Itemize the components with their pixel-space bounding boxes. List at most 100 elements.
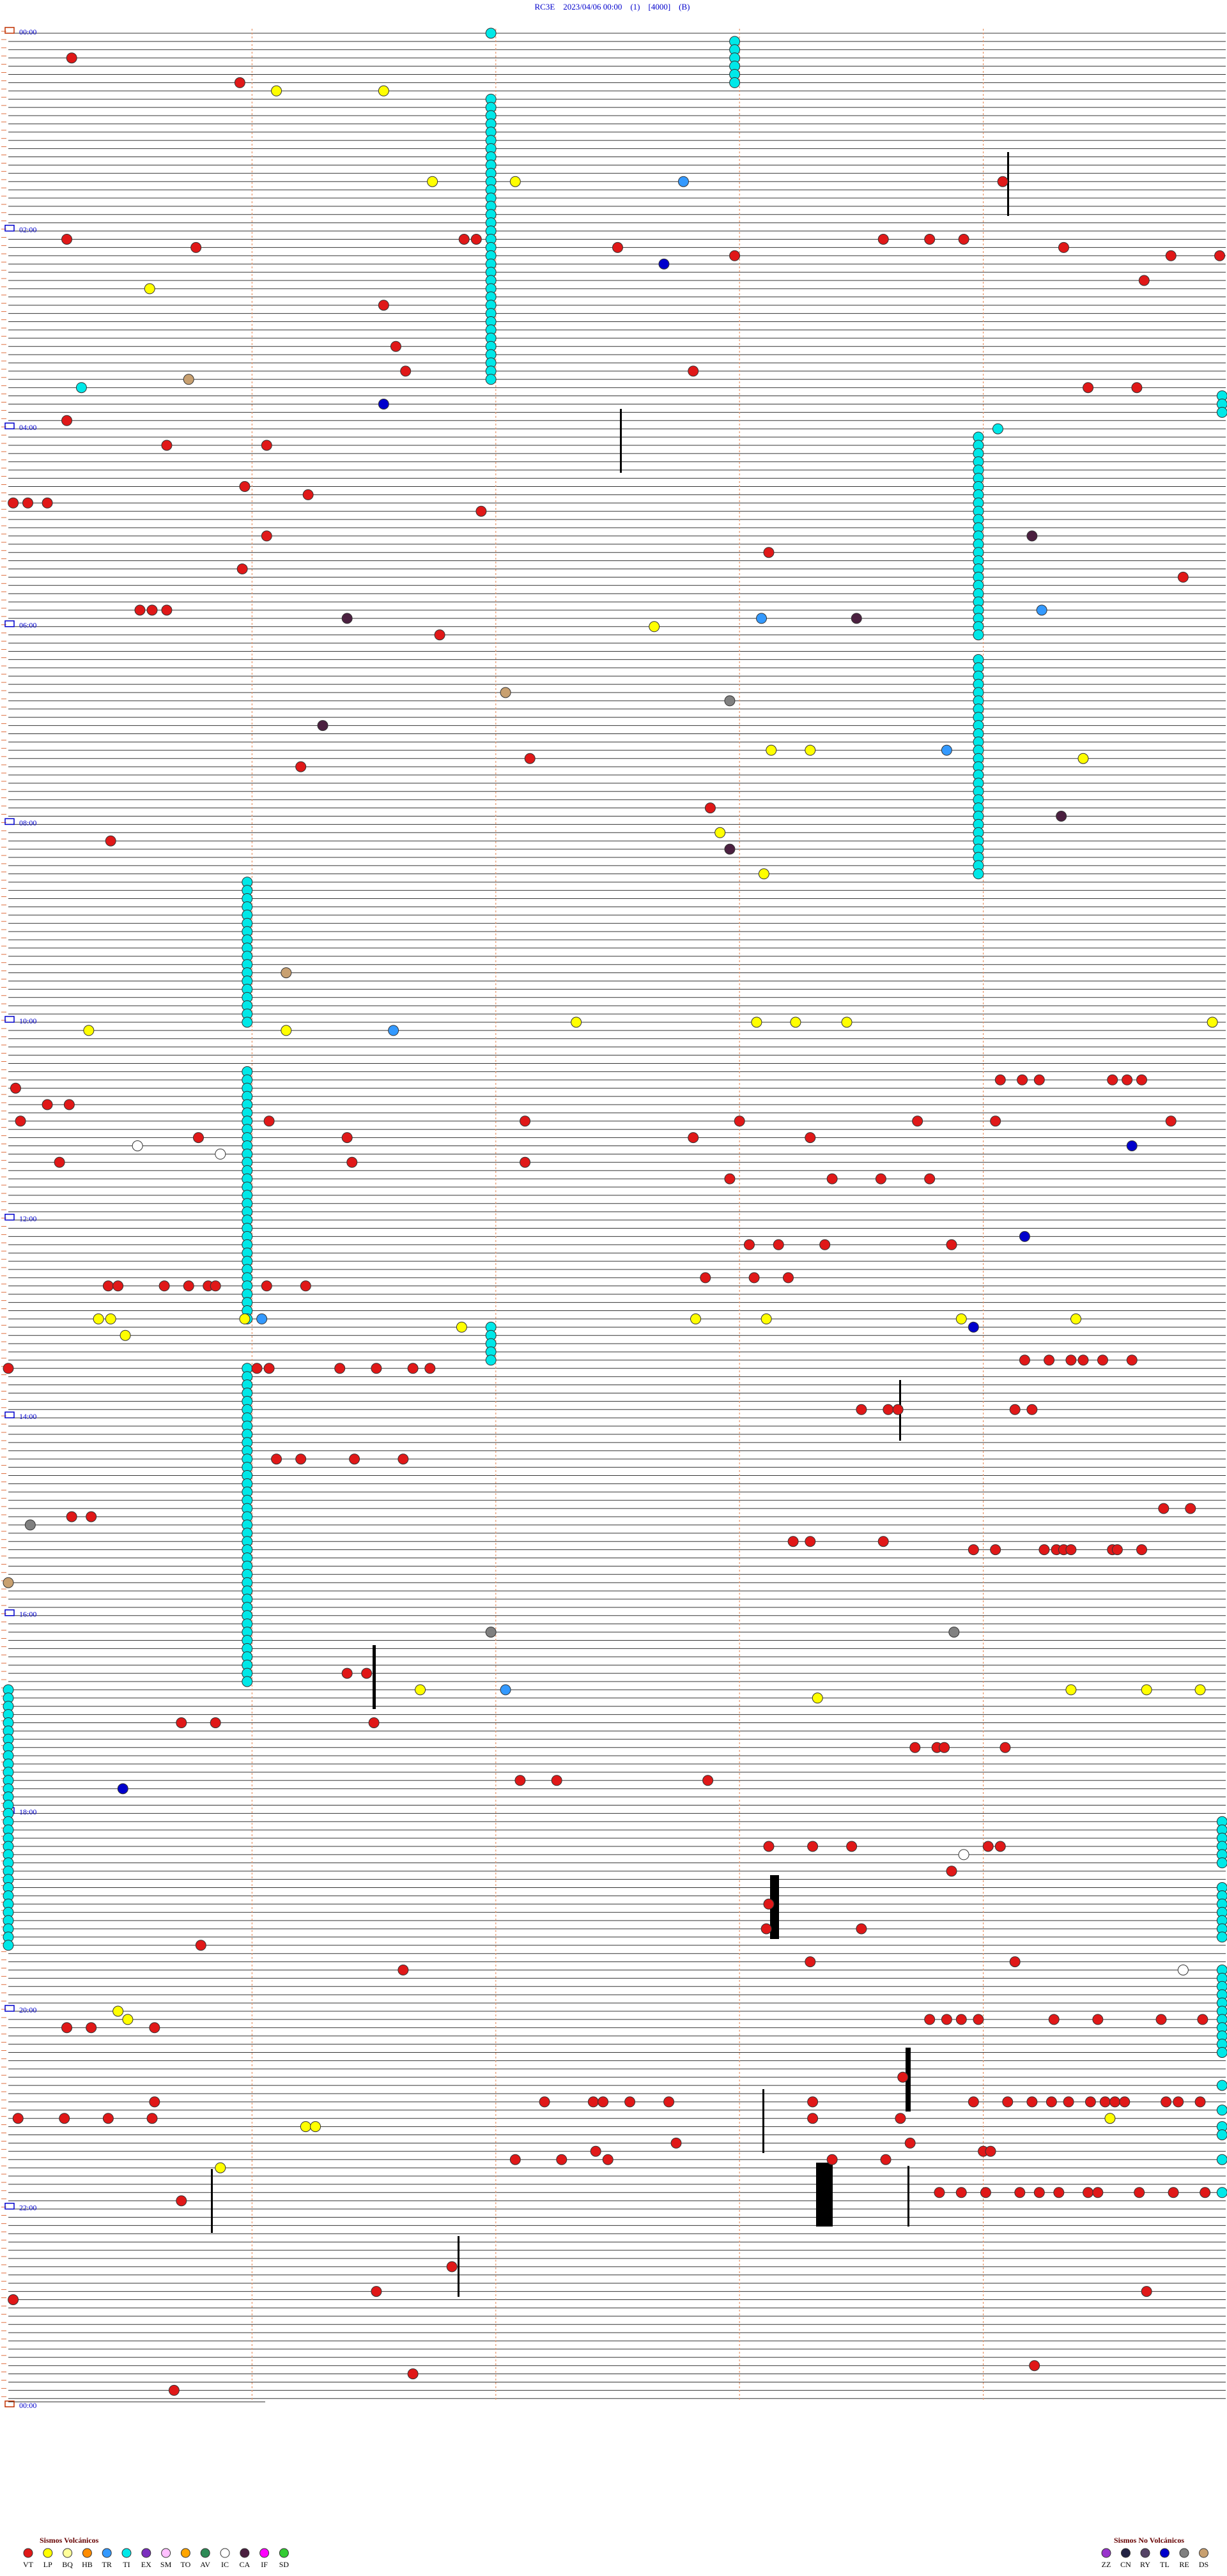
event-marker xyxy=(1136,1544,1148,1556)
event-marker xyxy=(700,1272,711,1284)
legend-code: EX xyxy=(141,2560,151,2569)
event-marker xyxy=(86,1511,97,1522)
event-marker xyxy=(819,1239,831,1250)
legend-swatch xyxy=(1179,2548,1189,2558)
event-marker xyxy=(341,1132,353,1144)
event-marker xyxy=(1029,2360,1040,2372)
event-marker xyxy=(598,2096,609,2108)
event-marker xyxy=(763,547,775,558)
event-marker xyxy=(1126,1354,1138,1366)
event-marker xyxy=(470,234,482,245)
event-marker xyxy=(904,2137,916,2149)
event-marker xyxy=(485,27,497,39)
event-marker xyxy=(1161,2096,1172,2108)
event-marker xyxy=(317,720,328,732)
event-marker xyxy=(1056,811,1067,822)
event-marker xyxy=(602,2154,614,2165)
event-marker xyxy=(310,2121,321,2133)
event-marker xyxy=(1065,1354,1077,1366)
event-marker xyxy=(1097,1354,1108,1366)
event-marker xyxy=(556,2154,567,2165)
time-label: 00:00 xyxy=(19,2401,36,2410)
event-marker xyxy=(912,1116,923,1127)
event-marker xyxy=(734,1116,745,1127)
event-marker xyxy=(195,1940,206,1951)
event-marker xyxy=(61,415,73,426)
event-marker xyxy=(690,1313,702,1324)
event-marker xyxy=(612,241,623,253)
event-marker xyxy=(1111,1544,1123,1556)
legend-code: RY xyxy=(1140,2560,1150,2569)
event-marker xyxy=(397,1965,409,1975)
event-marker xyxy=(8,497,19,509)
event-marker xyxy=(924,1173,936,1184)
event-marker xyxy=(146,604,158,616)
legend-swatch xyxy=(121,2548,132,2558)
event-marker xyxy=(924,234,936,245)
event-marker xyxy=(1092,2187,1104,2198)
legend-swatch xyxy=(141,2548,151,2558)
event-marker xyxy=(102,1280,114,1292)
legend-code: VT xyxy=(23,2560,34,2569)
time-label: 02:00 xyxy=(19,225,36,234)
event-marker xyxy=(234,77,245,88)
event-marker xyxy=(1026,2096,1038,2108)
event-marker xyxy=(807,1841,819,1852)
event-marker xyxy=(102,2113,114,2124)
legend-swatch xyxy=(1160,2548,1169,2558)
event-marker xyxy=(86,2022,97,2034)
event-marker xyxy=(649,621,660,632)
event-marker xyxy=(407,2368,419,2380)
event-marker xyxy=(112,1280,124,1292)
event-marker xyxy=(261,530,272,542)
event-marker xyxy=(787,1536,799,1547)
event-marker xyxy=(909,1742,921,1753)
event-marker xyxy=(999,1742,1011,1753)
event-marker xyxy=(805,1132,816,1144)
event-marker xyxy=(1107,1074,1118,1085)
event-marker xyxy=(877,234,889,245)
event-marker xyxy=(242,1676,253,1687)
event-marker xyxy=(1214,250,1226,261)
event-marker xyxy=(856,1923,867,1935)
event-marker xyxy=(271,85,282,96)
legend: Sismos Volcánicos VT LP BQ HB TR TI EX SM TO AV IC C… xyxy=(23,2536,1208,2569)
event-marker xyxy=(1216,2154,1227,2165)
event-marker xyxy=(1009,1956,1021,1968)
event-marker xyxy=(456,1321,467,1333)
event-marker xyxy=(341,1667,353,1679)
legend-code: TI xyxy=(123,2560,130,2569)
event-marker xyxy=(724,1173,736,1184)
event-marker xyxy=(663,2096,675,2108)
event-marker xyxy=(63,1099,75,1110)
event-marker xyxy=(1138,275,1150,286)
event-marker xyxy=(1158,1503,1169,1514)
event-marker xyxy=(539,2096,550,2108)
event-marker xyxy=(434,629,445,641)
event-marker xyxy=(261,1280,272,1292)
event-marker xyxy=(261,440,272,451)
hour-bracket xyxy=(4,620,15,627)
event-marker xyxy=(520,1156,531,1168)
event-marker xyxy=(22,497,34,509)
event-marker xyxy=(520,1116,531,1127)
event-marker xyxy=(256,1313,268,1324)
legend-code: HB xyxy=(82,2560,93,2569)
legend-swatch xyxy=(200,2548,210,2558)
event-marker xyxy=(805,1536,816,1547)
event-marker xyxy=(758,868,769,880)
event-marker xyxy=(239,1313,251,1324)
event-marker xyxy=(271,1453,282,1465)
event-marker xyxy=(168,2384,180,2396)
legend-code: SM xyxy=(160,2560,172,2569)
legend-code: AV xyxy=(200,2560,210,2569)
event-marker xyxy=(120,1330,131,1341)
event-marker xyxy=(934,2187,945,2198)
legend-code: TO xyxy=(181,2560,191,2569)
event-marker xyxy=(83,1025,95,1036)
event-marker xyxy=(61,2022,73,2034)
legend-code: SD xyxy=(279,2560,289,2569)
event-marker xyxy=(1036,604,1047,616)
event-marker xyxy=(24,1519,36,1531)
event-marker xyxy=(1131,382,1143,394)
